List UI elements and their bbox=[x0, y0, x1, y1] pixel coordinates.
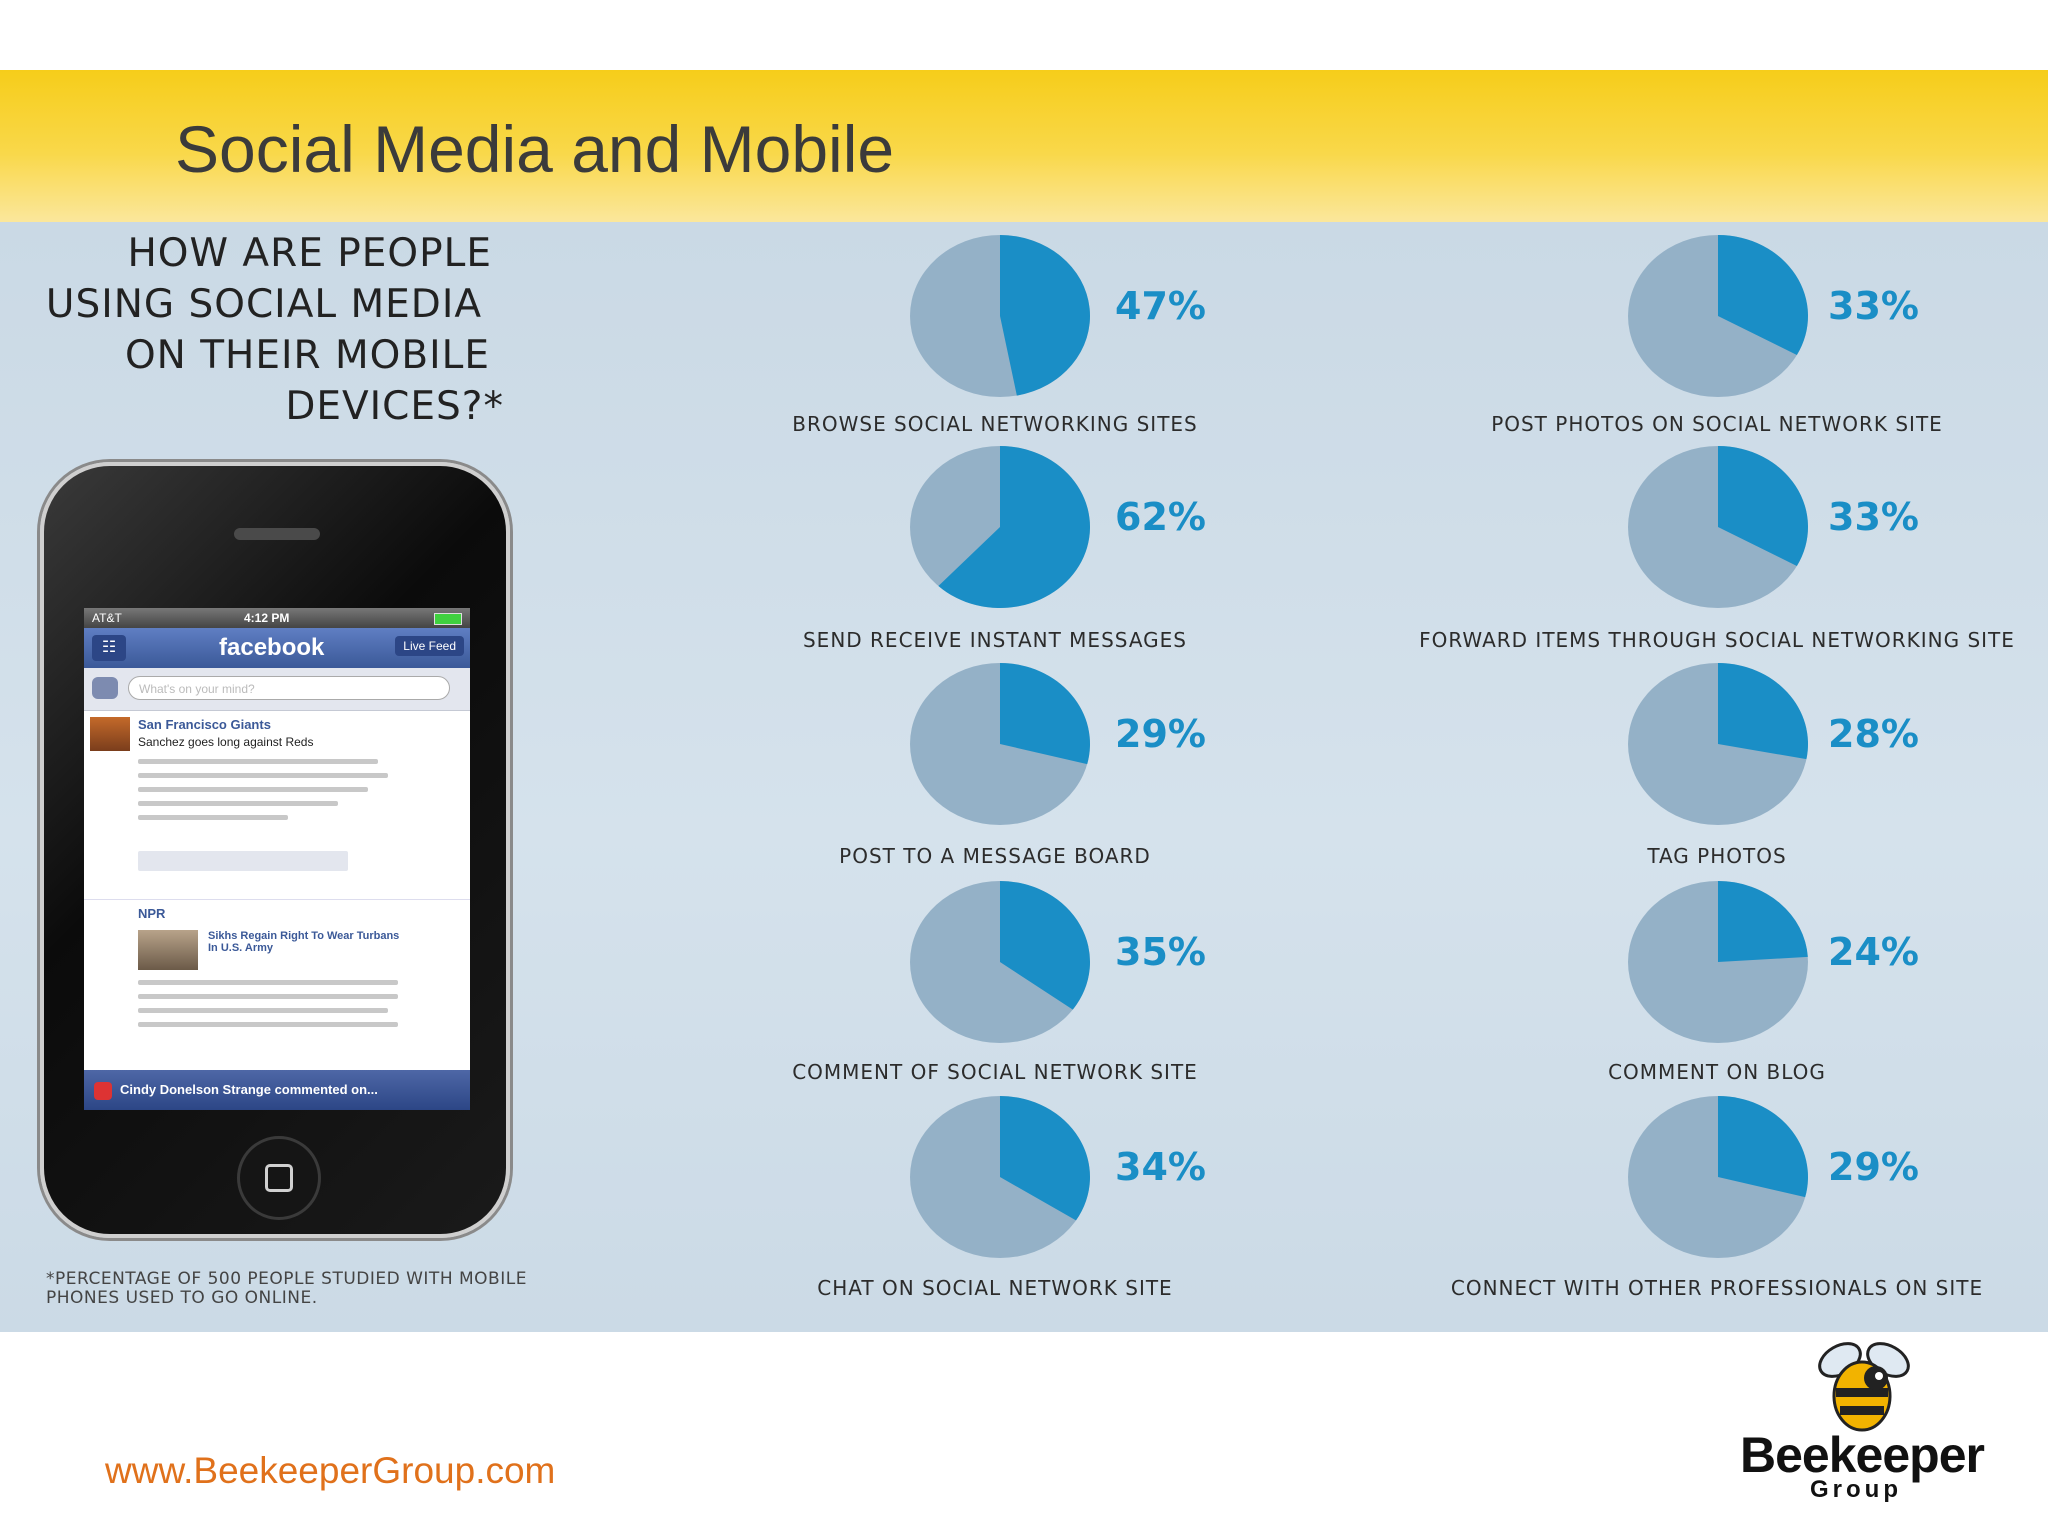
pie-value-label: 28% bbox=[1828, 712, 1919, 756]
notification-icon bbox=[94, 1081, 112, 1100]
notification-text: Cindy Donelson Strange commented on... bbox=[120, 1082, 378, 1097]
post-text-line bbox=[138, 815, 288, 820]
phone-clock: 4:12 PM bbox=[244, 611, 290, 625]
home-button bbox=[237, 1136, 321, 1220]
pie-chart bbox=[910, 881, 1090, 1043]
logo-wordmark: Beekeeper bbox=[1740, 1427, 1985, 1483]
pie-value-label: 35% bbox=[1115, 930, 1206, 974]
pie-value-label: 24% bbox=[1828, 930, 1919, 974]
website-url[interactable]: www.BeekeeperGroup.com bbox=[105, 1450, 556, 1491]
footnote-line: PHONES USED TO GO ONLINE. bbox=[46, 1288, 318, 1308]
feed-post: San Francisco Giants Sanchez goes long a… bbox=[84, 711, 470, 900]
question-line: HOW ARE PEOPLE bbox=[127, 231, 492, 276]
pie-value-slice bbox=[1718, 881, 1808, 962]
facebook-logo: facebook bbox=[219, 634, 325, 661]
footnote: *PERCENTAGE OF 500 PEOPLE STUDIED WITH M… bbox=[46, 1270, 606, 1308]
phone-status-bar: AT&T 4:12 PM bbox=[84, 608, 470, 628]
beekeeper-logo: Beekeeper Group bbox=[1730, 1330, 2000, 1510]
facebook-header: ☷ facebook Live Feed bbox=[84, 628, 470, 668]
post-thumbnail bbox=[138, 930, 198, 970]
pie-value-slice bbox=[1000, 881, 1090, 1010]
slide-title: Social Media and Mobile bbox=[175, 112, 895, 186]
post-actions bbox=[138, 851, 348, 871]
phone-screen: AT&T 4:12 PM ☷ facebook Live Feed What's… bbox=[84, 608, 470, 1110]
pie-chart bbox=[1628, 663, 1808, 825]
post-text-line bbox=[138, 801, 338, 806]
title-banner bbox=[0, 70, 2048, 222]
phone-speaker bbox=[234, 528, 320, 540]
post-source: San Francisco Giants bbox=[138, 717, 271, 732]
pie-chart bbox=[910, 235, 1090, 397]
post-text-line bbox=[138, 1008, 388, 1013]
footnote-line: *PERCENTAGE OF 500 PEOPLE STUDIED WITH M… bbox=[46, 1269, 527, 1289]
pie-category-label: TAG PHOTOS bbox=[1647, 844, 1787, 868]
pie-value-slice bbox=[1718, 663, 1808, 760]
pie-category-label: SEND RECEIVE INSTANT MESSAGES bbox=[802, 628, 1187, 652]
pie-value-slice bbox=[938, 446, 1090, 608]
bee-icon bbox=[1818, 1342, 1910, 1432]
pie-value-label: 29% bbox=[1828, 1145, 1919, 1189]
pie-category-label: POST TO A MESSAGE BOARD bbox=[839, 844, 1151, 868]
post-headline: Sikhs Regain Right To Wear Turbans In U.… bbox=[208, 930, 400, 954]
pie-chart bbox=[1628, 1096, 1809, 1258]
pie-category-label: COMMENT ON BLOG bbox=[1608, 1060, 1826, 1084]
pie-chart bbox=[1628, 881, 1808, 1043]
pie-chart bbox=[1628, 446, 1808, 608]
infographic-question: HOW ARE PEOPLE USING SOCIAL MEDIA ON THE… bbox=[46, 228, 504, 432]
live-feed-button: Live Feed bbox=[395, 636, 464, 656]
pie-value-label: 29% bbox=[1115, 712, 1206, 756]
notification-bar: Cindy Donelson Strange commented on... bbox=[84, 1070, 470, 1110]
pie-value-slice bbox=[1000, 663, 1090, 765]
carrier-label: AT&T bbox=[92, 611, 122, 625]
question-line: DEVICES?* bbox=[285, 384, 504, 429]
phone-illustration: AT&T 4:12 PM ☷ facebook Live Feed What's… bbox=[40, 462, 510, 1238]
pie-category-label: BROWSE SOCIAL NETWORKING SITES bbox=[792, 412, 1198, 436]
camera-icon bbox=[92, 677, 118, 699]
pie-chart bbox=[910, 1096, 1091, 1258]
infographic-panel: HOW ARE PEOPLE USING SOCIAL MEDIA ON THE… bbox=[0, 222, 2048, 1332]
pie-value-slice bbox=[1718, 235, 1808, 356]
pie-value-label: 34% bbox=[1115, 1145, 1206, 1189]
pie-value-label: 33% bbox=[1828, 284, 1919, 328]
status-prompt-bar: What's on your mind? bbox=[84, 668, 470, 711]
feed-post: NPR Sikhs Regain Right To Wear Turbans I… bbox=[84, 900, 470, 1071]
question-line: ON THEIR MOBILE bbox=[124, 333, 490, 378]
pie-category-label: CHAT ON SOCIAL NETWORK SITE bbox=[817, 1276, 1173, 1300]
pie-value-slice bbox=[1000, 235, 1090, 396]
post-text-line bbox=[138, 1022, 398, 1027]
post-text-line bbox=[138, 773, 388, 778]
logo-subtitle: Group bbox=[1810, 1476, 1902, 1503]
pie-category-label: CONNECT WITH OTHER PROFESSIONALS ON SITE bbox=[1450, 1276, 1984, 1300]
pie-category-label: POST PHOTOS ON SOCIAL NETWORK SITE bbox=[1491, 412, 1943, 436]
pie-chart bbox=[910, 663, 1090, 825]
pie-category-label: COMMENT OF SOCIAL NETWORK SITE bbox=[792, 1060, 1198, 1084]
pie-chart-svg bbox=[910, 235, 1809, 1258]
post-source: NPR bbox=[138, 906, 166, 921]
pie-value-slice bbox=[1718, 446, 1808, 567]
battery-icon bbox=[434, 613, 462, 625]
home-square-icon bbox=[265, 1164, 293, 1192]
pie-chart bbox=[1628, 235, 1808, 397]
pie-category-label: FORWARD ITEMS THROUGH SOCIAL NETWORKING … bbox=[1419, 628, 2015, 652]
post-headline: Sanchez goes long against Reds bbox=[138, 735, 314, 749]
pie-value-label: 33% bbox=[1828, 495, 1919, 539]
pie-value-label: 62% bbox=[1115, 495, 1206, 539]
post-text-line bbox=[138, 994, 398, 999]
question-line: USING SOCIAL MEDIA bbox=[45, 282, 482, 327]
post-thumbnail bbox=[90, 717, 130, 751]
status-prompt: What's on your mind? bbox=[128, 676, 450, 700]
grid-menu-icon: ☷ bbox=[92, 635, 126, 661]
pie-value-label: 47% bbox=[1115, 284, 1206, 328]
pie-value-slice bbox=[1000, 1096, 1091, 1221]
pie-chart-grid: 47% BROWSE SOCIAL NETWORKING SITES 62% SEND… bbox=[0, 222, 2048, 1332]
post-text-line bbox=[138, 787, 368, 792]
post-text-line bbox=[138, 980, 398, 985]
post-text-line bbox=[138, 759, 378, 764]
pie-chart bbox=[910, 446, 1090, 608]
pie-value-slice bbox=[1718, 1096, 1809, 1198]
